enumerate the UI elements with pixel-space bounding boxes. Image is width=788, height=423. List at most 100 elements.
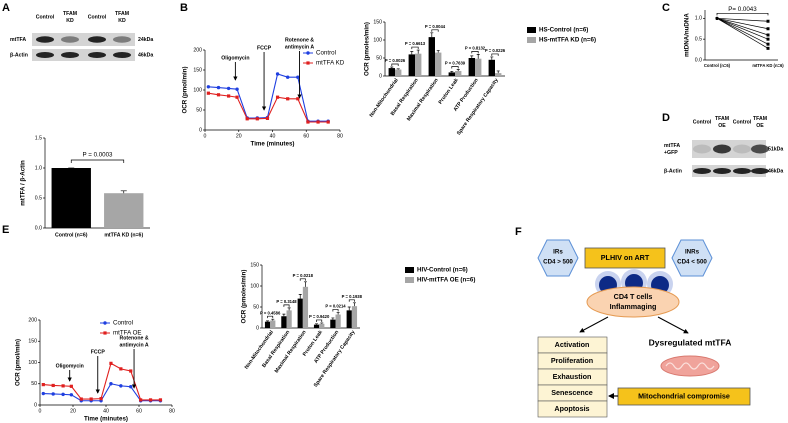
y-axis-label: OCR (pmol/min) [15, 339, 22, 386]
legend-swatch [527, 37, 536, 43]
bracket [283, 304, 290, 307]
event-label: FCCP [91, 349, 106, 355]
x-tick-label: mtTFA KD (n=6) [104, 232, 143, 238]
panel-label: C [662, 2, 670, 14]
lane-label: Control [733, 119, 752, 125]
band [751, 168, 769, 174]
bar [388, 68, 395, 76]
error-bar [470, 55, 474, 58]
annotation: P = 0.1938 [342, 294, 363, 299]
band [61, 36, 79, 43]
y-tick-label: 150 [250, 262, 259, 268]
bracket [299, 278, 306, 281]
error-bar [496, 70, 500, 74]
annotation: P = 0.3148 [276, 299, 297, 304]
bracket [316, 319, 323, 322]
error-bar [298, 294, 302, 299]
error-bar [287, 307, 291, 311]
error-bar [347, 306, 351, 311]
y-tick-label: 0 [199, 127, 202, 133]
point [69, 384, 73, 388]
annotation: P= 0.0043 [728, 6, 757, 13]
diagram-text: INRs [685, 249, 700, 256]
y-tick-label: 150 [373, 19, 382, 25]
x-tick-label: 40 [103, 408, 109, 414]
legend-marker [103, 321, 107, 325]
panel-label: A [2, 2, 10, 14]
x-tick-label: 80 [337, 133, 343, 139]
band [36, 52, 54, 58]
y-tick-label: 1.0 [695, 16, 702, 22]
diagram-text: Inflammaging [610, 302, 657, 311]
legend-marker [306, 51, 310, 55]
y-tick-label: 200 [193, 47, 202, 53]
point [715, 16, 719, 20]
point [51, 392, 55, 396]
error-bar [410, 51, 414, 55]
bracket [332, 309, 339, 312]
bar [408, 54, 415, 76]
ellipse [586, 286, 680, 318]
diagram-text: IRs [553, 249, 563, 256]
point [265, 116, 270, 120]
bar [51, 168, 91, 228]
diagram-text: Mitochondrial compromise [638, 391, 730, 400]
bracket [267, 315, 274, 319]
outcome-list: Activation Proliferation Exhaustion Sene… [537, 336, 608, 418]
point [109, 361, 113, 365]
outcome: Proliferation [551, 356, 593, 365]
bar [297, 298, 303, 328]
lane-label: Control [88, 14, 107, 20]
point [119, 384, 123, 388]
point [766, 46, 770, 50]
panel-label: F [515, 226, 522, 238]
point [766, 33, 770, 37]
point [235, 87, 239, 91]
bar [313, 324, 320, 328]
event-label: Rotenone & [119, 335, 148, 341]
point [41, 391, 45, 396]
annotation: P = 0.0003 [83, 152, 114, 159]
lane-label: KD [118, 18, 126, 24]
point [61, 384, 65, 388]
point [766, 37, 770, 41]
size-label: 24kDa [138, 37, 153, 43]
band [713, 168, 731, 174]
error-bar [430, 32, 434, 38]
point [326, 120, 330, 124]
legend-label: HS-mtTFA KD (n=6) [539, 37, 596, 44]
x-tick-label: 0 [39, 408, 42, 414]
x-tick-label: Proton Leak [438, 77, 460, 105]
band [733, 144, 751, 154]
point [766, 42, 770, 46]
annotation: P = 0.0044 [425, 24, 446, 29]
diagram-text: CD4 T cells [614, 292, 653, 301]
lane-label: TFAM [753, 116, 767, 122]
bar [346, 310, 352, 328]
y-tick-label: 150 [28, 339, 37, 345]
bracket [451, 66, 459, 69]
band [113, 36, 131, 43]
legend-label: mtTFA KD [316, 60, 345, 67]
y-tick-label: 0.0 [695, 57, 702, 63]
bar [330, 319, 336, 328]
error-bar [266, 320, 270, 322]
error-bar [120, 190, 127, 194]
bar [435, 52, 442, 76]
legend-swatch [527, 27, 536, 33]
annotation: P = 0.8132 [465, 46, 486, 51]
point [766, 19, 770, 23]
y-tick-label: 150 [193, 67, 202, 73]
annotation: P = 0.6613 [405, 41, 426, 46]
pair-line [716, 18, 769, 49]
event-label: antimycin A [285, 44, 314, 50]
point [766, 27, 770, 31]
legend-marker [103, 331, 107, 335]
point [296, 75, 300, 79]
row-label: β-Actin [10, 52, 28, 58]
y-tick-label: 50 [196, 107, 202, 113]
band [88, 36, 106, 43]
point [216, 93, 221, 97]
legend-label: HIV-mtTFA OE (n=6) [417, 277, 475, 284]
